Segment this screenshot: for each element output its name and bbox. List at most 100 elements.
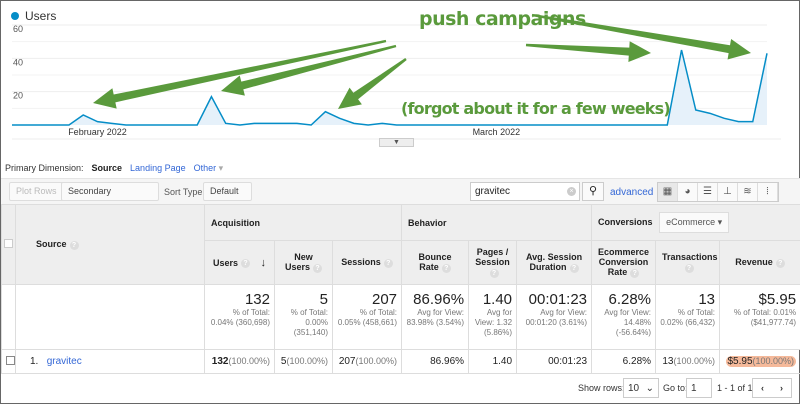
cell-value: 1.40: [492, 356, 513, 367]
column-header[interactable]: New Users?: [274, 240, 333, 285]
help-icon[interactable]: ?: [775, 258, 785, 268]
y-tick-label: 60: [13, 24, 23, 34]
column-label: Bounce Rate: [418, 252, 452, 273]
cell-value: 6.28%: [622, 356, 652, 367]
help-icon[interactable]: ?: [630, 268, 640, 278]
column-label: Transactions: [662, 252, 718, 263]
total-value: 6.28%: [608, 291, 652, 308]
pie-view-icon[interactable]: ◕: [678, 183, 698, 201]
sort-type-dropdown[interactable]: Default ▾: [203, 182, 252, 213]
help-icon[interactable]: ?: [569, 263, 579, 273]
total-cell: 00:01:23 Avg for View: 00:01:20 (3.61%): [516, 284, 593, 350]
show-rows-select[interactable]: 10 ⌄: [623, 378, 659, 398]
annotation-arrow-icon: [531, 13, 751, 60]
source-header-label: Source: [36, 239, 67, 250]
row-cell: 00:01:23: [516, 349, 593, 374]
total-value: $5.95: [758, 291, 797, 308]
primary-dimension: Primary Dimension: Source Landing Page O…: [5, 163, 223, 174]
x-tick-label: March 2022: [473, 127, 521, 137]
total-cell: 1.40 Avg for View: 1.32 (5.86%): [468, 284, 518, 350]
column-header[interactable]: Revenue?: [719, 240, 800, 285]
cell-value: $5.95: [727, 356, 753, 367]
column-header[interactable]: Sessions?: [331, 240, 403, 285]
prev-page-icon[interactable]: ‹: [761, 383, 764, 393]
column-header[interactable]: Avg. Session Duration?: [516, 240, 593, 285]
column-label: Ecommerce Conversion Rate: [598, 247, 650, 278]
total-value: 207: [372, 291, 398, 308]
column-header[interactable]: Transactions?: [655, 240, 721, 285]
sort-arrow-icon[interactable]: ↓: [260, 256, 267, 269]
performance-view-icon[interactable]: ☰: [698, 183, 718, 201]
clear-icon[interactable]: ×: [567, 187, 576, 196]
view-switcher: ▦ ◕ ☰ ⊥ ≋ ⦙: [657, 182, 779, 202]
next-page-icon[interactable]: ›: [780, 383, 783, 393]
total-subtext: % of Total: 0.05% (458,661): [337, 308, 398, 327]
column-label: New Users: [284, 252, 313, 273]
dimension-landing-page[interactable]: Landing Page: [130, 163, 186, 173]
source-header[interactable]: Source?: [15, 204, 205, 285]
total-subtext: % of Total: 0.00% (351,140): [290, 308, 328, 337]
data-table: Source? Acquisition Behavior Conversions…: [1, 204, 800, 374]
goto-value: 1: [691, 383, 697, 394]
total-cell: 13% of Total: 0.02% (66,432): [655, 284, 721, 350]
total-subtext: Avg for View: 1.32 (5.86%): [474, 308, 513, 337]
column-header[interactable]: Ecommerce Conversion Rate?: [591, 240, 657, 285]
plot-rows-button[interactable]: Plot Rows: [9, 182, 64, 201]
annotation-arrow-icon: [221, 44, 397, 96]
search-button[interactable]: ⚲: [582, 182, 604, 201]
chart-svg: 60 40 20 February 2022 March 2022 push campai…: [12, 8, 781, 140]
search-icon: ⚲: [588, 185, 598, 197]
total-value: 86.96%: [413, 291, 465, 308]
total-subtext: % of Total: 0.02% (66,432): [660, 308, 716, 327]
help-icon[interactable]: ?: [313, 263, 323, 273]
row-cell: 132(100.00%): [204, 349, 275, 374]
table-view-icon[interactable]: ▦: [658, 183, 678, 201]
help-icon[interactable]: ?: [69, 240, 79, 250]
select-all-cell: [1, 204, 16, 285]
column-label: Avg. Session Duration: [525, 252, 583, 273]
dimension-other[interactable]: Other ▾: [194, 163, 224, 174]
help-icon[interactable]: ?: [241, 258, 250, 268]
conversions-dropdown[interactable]: eCommerce ▾: [659, 212, 730, 233]
row-checkbox-cell: [1, 349, 16, 374]
cell-value: 207: [338, 356, 356, 367]
goto-label: Go to:: [663, 383, 688, 393]
row-source-link[interactable]: gravitec: [46, 356, 82, 367]
chevron-down-icon: ⌄: [645, 383, 654, 394]
total-cell: 86.96% Avg for View: 83.98% (3.54%): [401, 284, 470, 350]
select-all-checkbox[interactable]: [4, 239, 13, 248]
y-tick-label: 40: [13, 57, 23, 67]
column-header[interactable]: Pages / Session?: [468, 240, 518, 285]
total-cell: $5.95% of Total: 0.01% ($41,977.74): [719, 284, 800, 350]
chart-legend: Users: [11, 9, 56, 23]
sort-value: Default: [210, 186, 239, 196]
dimension-source[interactable]: Source: [91, 163, 123, 173]
chart-collapse-handle[interactable]: ▼: [379, 138, 414, 147]
help-icon[interactable]: ?: [684, 263, 694, 273]
secondary-dimension-dropdown[interactable]: Secondary dimension ▾: [61, 182, 159, 213]
help-icon[interactable]: ?: [489, 268, 499, 278]
column-label: Sessions: [341, 257, 381, 268]
cell-percent: (100.00%): [228, 356, 270, 366]
total-subtext: % of Total: 0.04% (360,698): [210, 308, 270, 327]
column-header[interactable]: Bounce Rate?: [401, 240, 470, 285]
conversions-value: eCommerce: [666, 217, 716, 227]
annotation-arrow-icon: [525, 41, 651, 62]
cell-value: 86.96%: [430, 356, 465, 367]
pivot-view-icon[interactable]: ⦙: [758, 183, 778, 201]
help-icon[interactable]: ?: [383, 258, 393, 268]
behavior-group: Behavior: [401, 204, 593, 241]
cell-value: 132: [211, 356, 229, 367]
term-cloud-view-icon[interactable]: ≋: [738, 183, 758, 201]
cell-value: 00:01:23: [548, 356, 588, 367]
search-input[interactable]: gravitec ×: [470, 182, 580, 201]
annotation-arrow-icon: [338, 58, 407, 109]
comparison-view-icon[interactable]: ⊥: [718, 183, 738, 201]
advanced-link[interactable]: advanced: [610, 187, 654, 198]
total-subtext: % of Total: 0.01% ($41,977.74): [733, 308, 797, 327]
row-cell: $5.95(100.00%): [719, 349, 800, 374]
goto-input[interactable]: 1: [686, 378, 712, 398]
help-icon[interactable]: ?: [441, 263, 451, 273]
column-header[interactable]: Users? ↓: [204, 240, 275, 285]
row-checkbox[interactable]: [6, 355, 15, 365]
